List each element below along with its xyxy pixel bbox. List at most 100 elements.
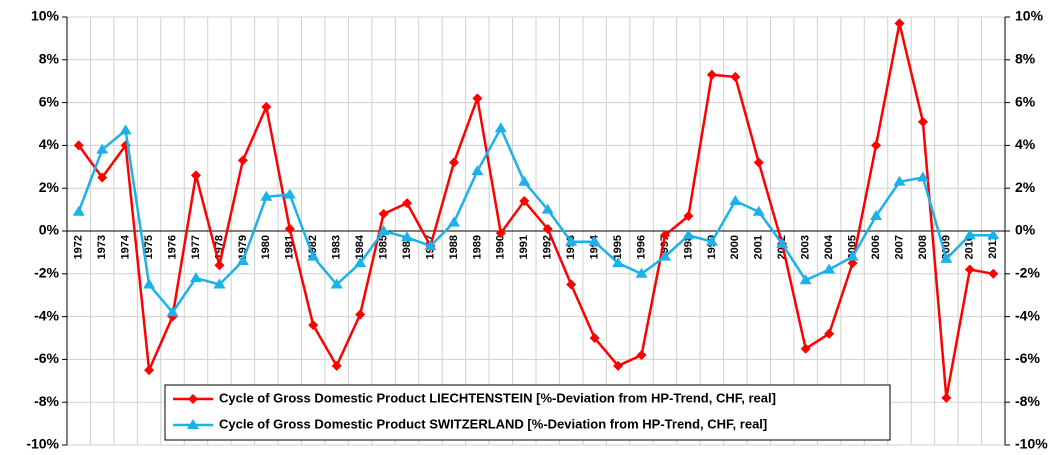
marker (612, 257, 625, 268)
marker (471, 165, 484, 176)
x-tick-label: 1991 (518, 235, 530, 259)
marker (237, 155, 248, 166)
marker (871, 140, 882, 151)
x-tick-label: 1995 (612, 235, 624, 259)
marker (330, 278, 343, 289)
y2-tick-label: -2% (1015, 265, 1040, 281)
series-line (77, 125, 994, 315)
x-tick-label: 1973 (96, 235, 108, 259)
x-tick-label: 1982 (307, 235, 319, 259)
marker (472, 93, 483, 104)
marker (705, 235, 718, 246)
marker (143, 278, 156, 289)
x-tick-label: 1974 (120, 234, 132, 259)
y-tick-label: -2% (34, 265, 59, 281)
marker (566, 279, 577, 290)
y-tick-label: 8% (39, 51, 60, 67)
x-tick-label: 1988 (448, 235, 460, 259)
marker (355, 309, 366, 320)
x-tick-label: 1996 (635, 235, 647, 259)
marker (519, 196, 530, 207)
y-tick-label: 0% (39, 222, 60, 238)
marker (308, 320, 319, 331)
y2-tick-label: 10% (1015, 8, 1044, 24)
y-tick-label: 2% (39, 179, 60, 195)
x-tick-label: 2006 (870, 235, 882, 259)
marker (542, 223, 553, 234)
marker (729, 195, 742, 206)
legend-box (164, 384, 891, 441)
x-tick-label: 2008 (917, 235, 929, 259)
marker (190, 170, 201, 181)
marker (73, 140, 84, 151)
x-tick-label: 2003 (800, 235, 812, 259)
series-line (77, 23, 994, 399)
marker (494, 122, 507, 133)
marker (800, 343, 811, 354)
marker (495, 228, 506, 239)
marker (236, 254, 249, 265)
x-tick-label: 1984 (354, 234, 366, 259)
y-tick-label: -8% (34, 393, 59, 409)
marker (988, 268, 999, 279)
x-tick-label: 1975 (143, 235, 155, 259)
x-tick-label: 1972 (73, 235, 85, 259)
marker (214, 260, 225, 271)
y-tick-label: -6% (34, 350, 59, 366)
marker (144, 365, 155, 376)
x-tick-label: 1990 (495, 235, 507, 259)
x-tick-label: 2004 (823, 234, 835, 259)
marker (260, 190, 273, 201)
marker (448, 157, 459, 168)
marker (331, 360, 342, 371)
marker (894, 18, 905, 29)
y-tick-label: 4% (39, 136, 60, 152)
x-tick-label: 1980 (260, 235, 272, 259)
marker (96, 143, 109, 154)
y-tick-label: -10% (26, 436, 59, 452)
marker (682, 229, 695, 240)
marker (72, 205, 85, 216)
marker (940, 252, 953, 263)
marker (846, 250, 859, 261)
marker (402, 198, 413, 209)
y-tick-label: 6% (39, 93, 60, 109)
marker (189, 272, 202, 283)
marker (799, 274, 812, 285)
marker (683, 211, 694, 222)
x-tick-label: 2007 (893, 235, 905, 259)
marker (706, 69, 717, 80)
y2-tick-label: -4% (1015, 307, 1040, 323)
x-tick-label: 1983 (331, 235, 343, 259)
marker (588, 235, 601, 246)
marker (377, 225, 390, 235)
x-tick-label: 1992 (542, 235, 554, 259)
y2-tick-label: -8% (1015, 393, 1040, 409)
y-tick-label: -4% (34, 307, 59, 323)
marker (870, 210, 883, 221)
legend-label: Cycle of Gross Domestic Product LIECHTEN… (219, 390, 776, 405)
marker (401, 231, 414, 242)
x-tick-label: 1998 (682, 235, 694, 259)
x-tick-label: 1977 (190, 235, 202, 259)
y2-tick-label: 6% (1015, 93, 1036, 109)
marker (283, 188, 296, 199)
x-tick-label: 2000 (729, 235, 741, 259)
marker (518, 175, 531, 186)
y2-tick-label: 0% (1015, 222, 1036, 238)
y2-tick-label: 2% (1015, 179, 1036, 195)
marker (261, 101, 272, 112)
marker (824, 328, 835, 339)
marker (963, 229, 976, 240)
y2-tick-label: -6% (1015, 350, 1040, 366)
x-tick-label: 2011 (987, 235, 999, 259)
marker (776, 237, 789, 248)
marker (964, 264, 975, 275)
marker (119, 124, 132, 135)
marker (447, 216, 460, 227)
marker (823, 263, 836, 274)
y2-tick-label: 4% (1015, 136, 1036, 152)
marker (613, 360, 624, 371)
legend-marker-shape (188, 394, 198, 404)
